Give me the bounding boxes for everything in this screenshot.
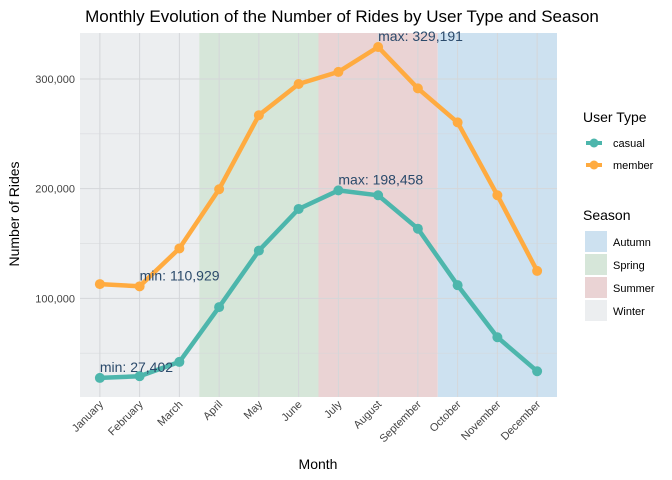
x-tick-label: March bbox=[155, 399, 185, 429]
plot-area: 100,000 200,000 300,000 January February Marc… bbox=[35, 28, 557, 445]
legend-title-season: Season bbox=[583, 207, 630, 223]
x-tick-label: December bbox=[499, 398, 544, 443]
legend-label-summer: Summer bbox=[613, 283, 655, 295]
x-tick-label: July bbox=[322, 398, 345, 421]
data-point-member bbox=[94, 279, 105, 290]
legend: User Type casual member Season Autumn Spring S… bbox=[583, 109, 655, 321]
x-tick-label: February bbox=[106, 398, 146, 438]
legend-label-spring: Spring bbox=[613, 260, 645, 272]
data-point-member bbox=[412, 83, 423, 94]
data-point-casual bbox=[134, 371, 145, 382]
data-point-member bbox=[174, 243, 185, 254]
legend-title-user-type: User Type bbox=[583, 109, 647, 125]
x-tick-label: April bbox=[201, 399, 225, 423]
series-line-casual bbox=[97, 188, 540, 381]
x-tick-label: November bbox=[459, 398, 504, 443]
legend-key-autumn bbox=[585, 231, 607, 252]
annotation-label: min: 110,929 bbox=[140, 267, 220, 283]
y-tick-label: 200,000 bbox=[35, 184, 75, 196]
x-tick-label: September bbox=[377, 398, 424, 445]
data-point-member bbox=[452, 117, 463, 128]
data-point-casual bbox=[253, 245, 264, 256]
data-point-member bbox=[214, 184, 225, 195]
data-point-member bbox=[134, 281, 145, 292]
series-line-member bbox=[97, 44, 540, 289]
legend-key-summer bbox=[585, 277, 607, 298]
data-point-casual bbox=[452, 280, 463, 291]
annotation-label: max: 329,191 bbox=[378, 28, 463, 44]
y-axis-title: Number of Rides bbox=[6, 161, 22, 266]
annotation-label: max: 198,458 bbox=[338, 171, 423, 187]
data-point-casual bbox=[532, 366, 543, 377]
data-point-casual bbox=[373, 190, 384, 201]
legend-label-winter: Winter bbox=[613, 306, 645, 318]
y-tick-label: 100,000 bbox=[35, 293, 75, 305]
data-point-member bbox=[293, 78, 304, 89]
legend-label-member: member bbox=[613, 160, 654, 172]
data-point-casual bbox=[94, 372, 105, 383]
y-tick-label: 300,000 bbox=[35, 74, 75, 86]
x-axis-title: Month bbox=[299, 456, 338, 472]
data-point-member bbox=[532, 265, 543, 276]
legend-label-casual: casual bbox=[613, 138, 645, 150]
data-point-member bbox=[253, 110, 264, 121]
x-tick-label: June bbox=[279, 399, 304, 424]
legend-key-point-member bbox=[589, 160, 599, 170]
data-point-casual bbox=[214, 302, 225, 313]
x-tick-label: August bbox=[352, 399, 385, 432]
legend-key-spring bbox=[585, 254, 607, 275]
data-point-member bbox=[373, 42, 384, 53]
data-point-casual bbox=[174, 356, 185, 367]
x-tick-label: May bbox=[242, 398, 266, 422]
data-point-member bbox=[492, 190, 503, 201]
data-point-casual bbox=[293, 203, 304, 214]
legend-label-autumn: Autumn bbox=[613, 237, 651, 249]
annotation-label: min: 27,402 bbox=[100, 359, 173, 375]
legend-key-winter bbox=[585, 300, 607, 321]
data-point-casual bbox=[412, 223, 423, 234]
data-point-casual bbox=[333, 185, 344, 196]
legend-key-point-casual bbox=[589, 138, 599, 148]
x-tick-label: January bbox=[70, 398, 107, 435]
chart-title: Monthly Evolution of the Number of Rides… bbox=[85, 7, 599, 26]
x-tick-label: October bbox=[428, 398, 464, 434]
data-point-member bbox=[333, 66, 344, 77]
data-point-casual bbox=[492, 332, 503, 343]
